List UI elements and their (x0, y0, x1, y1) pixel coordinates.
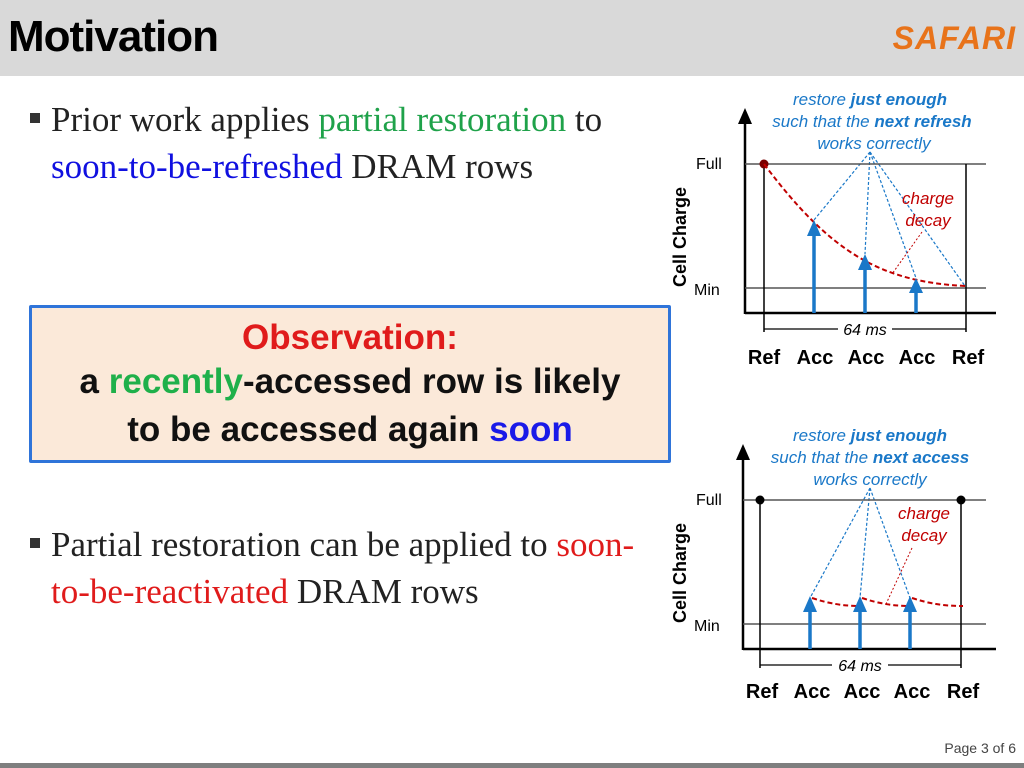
charge-decay-label-1: charge (898, 504, 950, 523)
slide-title: Motivation (8, 12, 219, 61)
footer-divider (0, 763, 1024, 768)
x-label-ref: Ref (746, 681, 779, 703)
x-label-acc: Acc (899, 347, 936, 369)
restoration-diagram-refresh: restore just enough such that the next r… (670, 90, 996, 369)
pointer-line (869, 151, 966, 287)
x-label-ref: Ref (947, 681, 980, 703)
bullet-prior-work: Prior work applies partial restoration t… (30, 96, 640, 190)
bullet2-text-soon-reactivated: soon-to-be-reactivated (51, 525, 635, 611)
page-number: Page 3 of 6 (944, 740, 1016, 756)
slide-header: Motivation SAFARI (0, 0, 1024, 76)
pointer-line (864, 151, 871, 255)
pointer-line (809, 487, 871, 599)
restoration-diagram-access: restore just enough such that the next a… (670, 426, 996, 703)
x-label-acc: Acc (794, 681, 831, 703)
y-axis-label: Cell Charge (670, 187, 690, 287)
observation-line-1: a recently-accessed row is likely (32, 358, 668, 406)
decay-pointer (885, 547, 913, 605)
observation-line-2: to be accessed again soon (32, 406, 668, 454)
bullet1-text-soon-refreshed: soon-to-be-refreshed (51, 147, 343, 186)
pointer-line (869, 151, 917, 279)
bullet-prior-work-text: Prior work applies partial restoration t… (51, 96, 640, 190)
observation-title: Observation: (242, 318, 458, 357)
caption-top-line3: works correctly (817, 134, 932, 153)
charge-decay-label-2: decay (905, 211, 952, 230)
charge-decay-curve (811, 597, 861, 607)
obs-text-accessed-row: -accessed row is likely (243, 362, 621, 401)
pointer-line (869, 487, 911, 599)
ref-dot-icon (956, 495, 966, 505)
observation-box: Observation: a recently-accessed row is … (29, 305, 671, 463)
obs-text-recently: recently (108, 362, 243, 401)
bullet2-text-plain: Partial restoration can be applied to (51, 525, 557, 564)
pointer-line (859, 487, 871, 599)
obs-text-a: a (79, 362, 109, 401)
y-axis-arrow-icon (736, 444, 750, 460)
bullet1-text-dram-rows: DRAM rows (342, 147, 534, 186)
bullet-square-icon (30, 113, 40, 123)
decay-pointer (891, 231, 923, 275)
bullet2-text-dram-rows: DRAM rows (288, 572, 479, 611)
ref-dot-icon (755, 495, 765, 505)
charge-decay-label-2: decay (901, 526, 948, 545)
bullet-square-icon (30, 538, 40, 548)
full-label: Full (696, 156, 722, 173)
x-label-ref: Ref (748, 347, 781, 369)
charge-decay-curve (911, 597, 964, 607)
x-label-acc: Acc (844, 681, 881, 703)
interval-label: 64 ms (838, 658, 882, 675)
interval-label: 64 ms (843, 322, 887, 339)
full-label: Full (696, 492, 722, 509)
caption-bottom-line1: restore just enough (793, 426, 947, 445)
caption-top-line1: restore just enough (793, 90, 947, 109)
charge-decay-curve (763, 163, 967, 287)
pointer-line (813, 151, 871, 221)
y-axis-label: Cell Charge (670, 523, 690, 623)
y-axis-arrow-icon (738, 108, 752, 124)
min-label: Min (694, 282, 720, 299)
caption-bottom-line3: works correctly (813, 470, 928, 489)
min-label: Min (694, 618, 720, 635)
x-label-acc: Acc (848, 347, 885, 369)
bullet1-text-plain: Prior work applies (51, 100, 319, 139)
obs-text-soon: soon (489, 410, 573, 449)
obs-text-accessed-again: to be accessed again (127, 410, 490, 449)
bullet-partial-restoration: Partial restoration can be applied to so… (30, 521, 655, 615)
x-label-ref: Ref (952, 347, 985, 369)
bullet1-text-to: to (566, 100, 603, 139)
caption-top-line2: such that the next refresh (772, 112, 971, 131)
bullet1-text-partial-restoration: partial restoration (318, 100, 567, 139)
charge-decay-curve (861, 597, 911, 607)
bullet-partial-restoration-text: Partial restoration can be applied to so… (51, 521, 655, 615)
x-label-acc: Acc (797, 347, 834, 369)
x-label-acc: Acc (894, 681, 931, 703)
safari-logo: SAFARI (892, 20, 1016, 56)
caption-bottom-line2: such that the next access (771, 448, 969, 467)
charge-decay-label-1: charge (902, 189, 954, 208)
